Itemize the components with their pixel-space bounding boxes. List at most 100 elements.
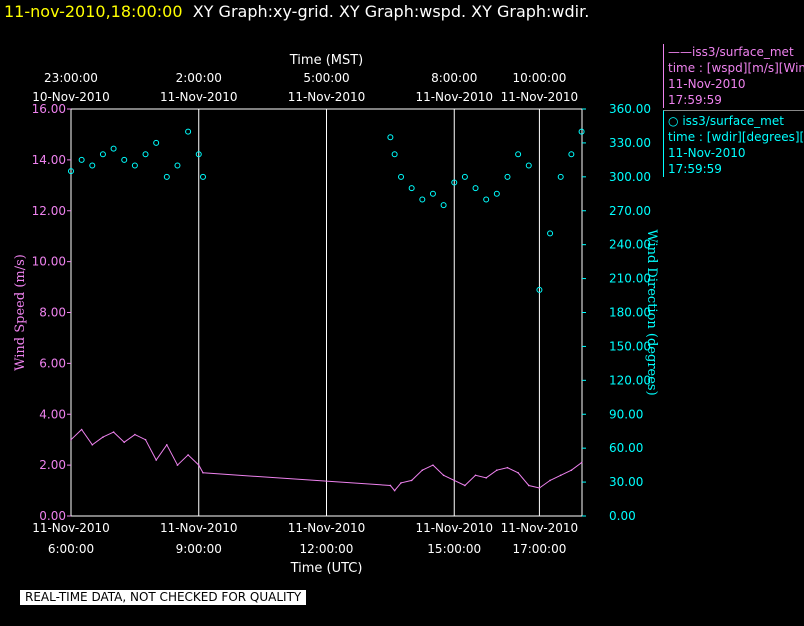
wspd-point [123, 441, 126, 444]
legend-wspd-date: 11-Nov-2010 [668, 77, 746, 91]
wdir-point [483, 196, 490, 203]
y-left-tick-label: 16.00 [32, 102, 66, 116]
wspd-point [559, 474, 562, 477]
x-bottom-tick-date: 11-Nov-2010 [160, 521, 238, 535]
wspd-point [496, 469, 498, 472]
y-right-tick-label: 360.00 [609, 102, 651, 116]
y-left-tick-label: 8.00 [39, 306, 66, 320]
wspd-point [517, 471, 519, 474]
wdir-point [429, 190, 436, 197]
wspd-point [112, 431, 115, 433]
wspd-point [80, 428, 83, 431]
legend-wdir-variable: time : [wdir][degrees][W [668, 130, 804, 144]
wspd-point [432, 464, 434, 466]
y-right-tick-label: 240.00 [609, 238, 651, 252]
x-bottom-tick-date: 11-Nov-2010 [32, 521, 110, 535]
wspd-point [91, 443, 94, 446]
wspd-point [70, 438, 72, 441]
wdir-point [493, 190, 500, 197]
y-right-tick-label: 330.00 [609, 136, 651, 150]
x-bottom-axis-title: Time (UTC) [290, 561, 363, 576]
x-bottom-tick-date: 11-Nov-2010 [415, 521, 493, 535]
x-bottom-tick-time: 12:00:00 [300, 542, 354, 556]
wdir-point [398, 173, 405, 180]
y-right-tick-label: 90.00 [609, 407, 643, 421]
legend-wspd[interactable]: ——iss3/surface_met time : [wspd][m/s][Wi… [663, 44, 804, 108]
wspd-point [102, 436, 104, 438]
wspd-point [176, 464, 179, 466]
wdir-point [153, 139, 160, 146]
wdir-point [440, 202, 447, 209]
wdir-point [185, 128, 192, 135]
wdir-point [547, 230, 554, 237]
y-right-tick-label: 150.00 [609, 339, 651, 353]
wdir-point [200, 173, 207, 180]
wdir-point [451, 179, 458, 186]
y-right-tick-label: 210.00 [609, 272, 651, 286]
wdir-point [387, 134, 394, 141]
legend-wdir[interactable]: ○ iss3/surface_met time : [wdir][degrees… [663, 110, 804, 177]
legend-wdir-date: 11-Nov-2010 [668, 146, 746, 160]
x-top-tick-date: 11-Nov-2010 [415, 90, 493, 104]
wspd-point [393, 489, 396, 492]
y-left-tick-label: 0.00 [39, 509, 66, 523]
wdir-point [99, 151, 106, 158]
wdir-point [174, 162, 181, 169]
x-top-tick-time: 8:00:00 [431, 71, 477, 85]
graph-list: XY Graph:xy-grid. XY Graph:wspd. XY Grap… [192, 2, 590, 21]
wdir-point [68, 168, 74, 175]
y-right-tick-label: 30.00 [609, 475, 643, 489]
y-left-tick-label: 10.00 [32, 255, 66, 269]
wspd-point [580, 461, 583, 464]
wspd-point [389, 484, 392, 487]
legend-wdir-name: iss3/surface_met [682, 114, 784, 128]
y-right-axis-title: Wind Direction (degrees) [644, 229, 659, 395]
wspd-point [410, 479, 413, 482]
wspd-point [400, 482, 402, 484]
y-right-tick-label: 120.00 [609, 373, 651, 387]
y-right-tick-label: 300.00 [609, 170, 651, 184]
y-right-tick-label: 0.00 [609, 509, 636, 523]
wdir-point [195, 151, 202, 158]
x-top-tick-date: 11-Nov-2010 [288, 90, 366, 104]
wspd-point [538, 487, 541, 489]
y-left-tick-label: 6.00 [39, 356, 66, 370]
quality-notice: REAL-TIME DATA, NOT CHECKED FOR QUALITY [20, 590, 307, 605]
y-left-tick-label: 12.00 [32, 204, 66, 218]
wdir-point [78, 156, 85, 163]
wspd-point [453, 479, 456, 482]
wspd-point [166, 443, 168, 446]
wdir-point [163, 173, 170, 180]
wdir-point [142, 151, 149, 158]
wspd-point [442, 474, 445, 477]
x-top-axis-title: Time (MST) [289, 53, 364, 68]
legend-wdir-time: 17:59:59 [668, 162, 722, 176]
legend-wdir-marker: ○ [668, 114, 679, 128]
x-top-tick-time: 10:00:00 [512, 71, 566, 85]
wspd-point [155, 459, 157, 461]
timestamp: 11-nov-2010,18:00:00 [4, 2, 183, 21]
x-top-tick-date: 10-Nov-2010 [32, 90, 110, 104]
wspd-point [197, 464, 200, 466]
y-right-tick-label: 60.00 [609, 441, 643, 455]
wdir-point [578, 128, 585, 135]
y-right-tick-label: 180.00 [609, 306, 651, 320]
wdir-point [89, 162, 96, 169]
x-top-tick-time: 5:00:00 [303, 71, 349, 85]
legend-wspd-marker: —— [668, 45, 692, 59]
legend-wspd-time: 17:59:59 [668, 93, 722, 107]
wdir-point [461, 173, 468, 180]
x-top-tick-time: 23:00:00 [44, 71, 98, 85]
y-left-tick-label: 4.00 [39, 407, 66, 421]
wspd-point [464, 484, 466, 487]
legend-wspd-name: iss3/surface_met [692, 45, 794, 59]
wspd-point [144, 438, 147, 441]
wspd-point [549, 479, 551, 482]
wdir-point [568, 151, 575, 158]
wspd-point [187, 454, 189, 456]
legend-wspd-variable: time : [wspd][m/s][Wind [668, 61, 804, 75]
x-bottom-tick-time: 9:00:00 [176, 542, 222, 556]
x-top-tick-date: 11-Nov-2010 [501, 90, 579, 104]
wspd-point [474, 474, 477, 477]
